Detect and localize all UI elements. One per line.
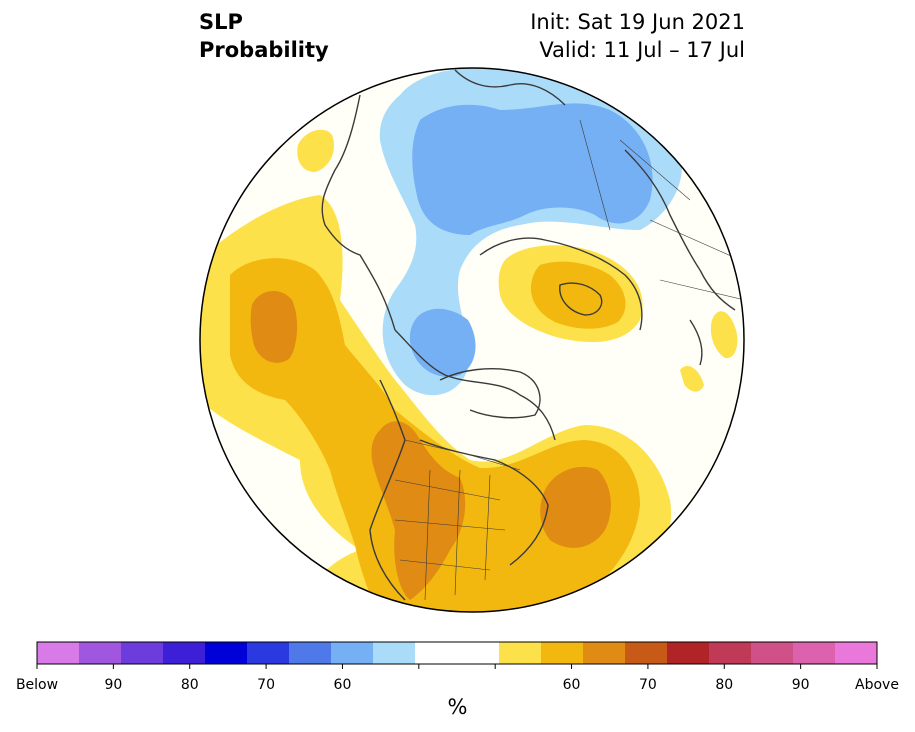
colorbar: Below 90 80 70 60 60 70 80 90 Above <box>16 641 899 692</box>
colorbar-cell <box>499 642 542 664</box>
colorbar-cell <box>331 642 374 664</box>
colorbar-cell <box>583 642 626 664</box>
colorbar-tick-label: 90 <box>104 677 122 692</box>
colorbar-tick-label: Above <box>855 677 899 692</box>
above-80-region-pacific <box>250 290 298 363</box>
above-70-region-pacific <box>230 258 640 612</box>
init-date: Init: Sat 19 Jun 2021 <box>530 10 745 34</box>
colorbar-tick-label: 60 <box>334 677 352 692</box>
above-60-region-alaska <box>297 129 335 172</box>
colorbar-cell <box>79 642 122 664</box>
colorbar-tick-label: 70 <box>257 677 275 692</box>
polar-map <box>199 67 745 613</box>
valid-range: Valid: 11 Jul – 17 Jul <box>539 38 745 62</box>
colorbar-cell <box>541 642 584 664</box>
colorbar-tick-label: 80 <box>181 677 199 692</box>
colorbar-cell <box>625 642 668 664</box>
colorbar-cell <box>289 642 332 664</box>
colorbar-cell <box>247 642 290 664</box>
colorbar-tick-label: 80 <box>715 677 733 692</box>
map-dates: Init: Sat 19 Jun 2021 Valid: 11 Jul – 17… <box>530 8 745 64</box>
title-variable: SLP <box>199 10 243 34</box>
colorbar-ticks: Below 90 80 70 60 60 70 80 90 Above <box>16 664 899 692</box>
colorbar-tick-label: 70 <box>639 677 657 692</box>
map-title: SLP Probability <box>199 8 329 64</box>
colorbar-frame <box>36 641 878 665</box>
colorbar-cell <box>121 642 164 664</box>
colorbar-cell <box>37 642 80 664</box>
political-borders <box>394 119 744 601</box>
colorbar-cell <box>793 642 836 664</box>
above-70-region-europe <box>530 261 626 329</box>
below-70-region-siberia <box>412 103 653 235</box>
colorbar-cell <box>709 642 752 664</box>
colorbar-tick-label: 90 <box>792 677 810 692</box>
colorbar-cell <box>751 642 794 664</box>
map-boundary <box>199 67 745 613</box>
below-70-region-pole <box>409 308 476 378</box>
colorbar-cells <box>37 642 878 664</box>
colorbar-cell <box>667 642 710 664</box>
colorbar-cell <box>835 642 878 664</box>
above-60-region-japan <box>680 365 704 392</box>
title-field: Probability <box>199 38 329 62</box>
colorbar-cell <box>415 642 458 664</box>
above-60-region-east-asia <box>710 311 738 359</box>
colorbar-cell <box>457 642 500 664</box>
colorbar-cell <box>373 642 416 664</box>
above-80-region-atlantic <box>540 466 611 548</box>
colorbar-tick-label: Below <box>16 677 58 692</box>
colorbar-cell <box>163 642 206 664</box>
colorbar-unit: % <box>447 695 468 719</box>
colorbar-tick-label: 60 <box>563 677 581 692</box>
colorbar-cell <box>205 642 248 664</box>
coastlines <box>321 69 736 601</box>
